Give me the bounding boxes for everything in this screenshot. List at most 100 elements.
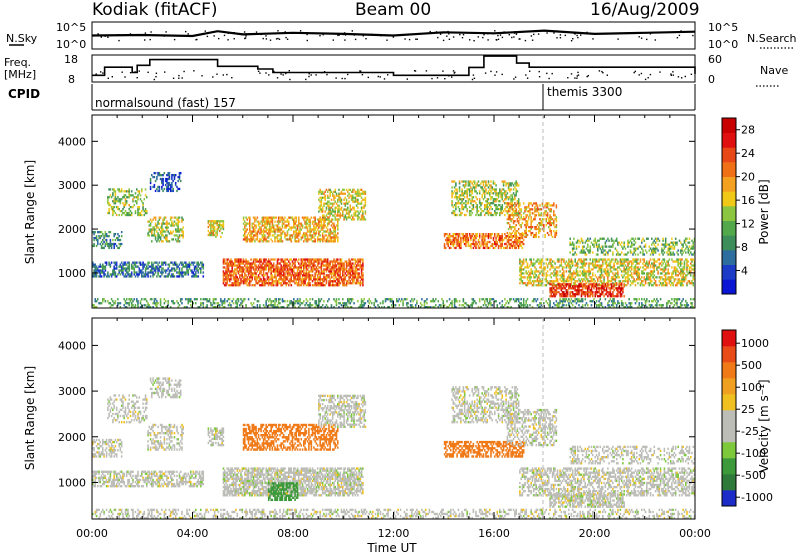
heatmap-cell — [334, 212, 337, 215]
heatmap-cell — [149, 179, 152, 183]
heatmap-cell — [275, 228, 277, 231]
heatmap-cell — [245, 222, 247, 225]
heatmap-cell — [682, 298, 684, 301]
heatmap-cell — [215, 231, 217, 235]
heatmap-cell — [529, 278, 531, 281]
heatmap-cell — [110, 196, 113, 199]
heatmap-cell — [163, 275, 166, 278]
heatmap-cell — [490, 180, 492, 183]
heatmap-cell — [212, 300, 215, 303]
heatmap-cell — [294, 306, 296, 309]
heatmap-cell — [144, 211, 147, 215]
heatmap-cell — [130, 275, 133, 278]
heatmap-cell — [481, 235, 483, 238]
heatmap-cell — [274, 298, 276, 301]
heatmap-cell — [517, 298, 520, 301]
heatmap-cell — [172, 174, 174, 177]
heatmap-cell — [124, 190, 127, 193]
heatmap-cell — [310, 304, 313, 307]
heatmap-cell — [275, 266, 277, 269]
heatmap-cell — [202, 271, 205, 274]
heatmap-cell — [240, 302, 242, 305]
heatmap-cell — [284, 260, 286, 263]
heatmap-cell — [269, 230, 271, 233]
heatmap-cell — [167, 240, 169, 243]
heatmap-cell — [329, 192, 331, 195]
heatmap-cell — [256, 258, 259, 261]
heatmap-cell — [507, 238, 510, 242]
heatmap-cell — [496, 242, 499, 246]
heatmap-cell — [374, 300, 377, 303]
heatmap-cell — [600, 304, 603, 307]
heatmap-cell — [517, 200, 520, 203]
heatmap-cell — [290, 270, 293, 273]
heatmap-cell — [325, 304, 328, 307]
heatmap-cell — [182, 236, 184, 239]
heatmap-cell — [279, 240, 281, 243]
heatmap-cell — [472, 200, 475, 203]
heatmap-cell — [472, 208, 475, 211]
nsky-dot — [446, 35, 448, 37]
heatmap-cell — [486, 198, 489, 201]
heatmap-cell — [364, 302, 367, 305]
heatmap-cell — [331, 226, 334, 229]
heatmap-cell — [128, 302, 130, 305]
heatmap-cell — [291, 234, 294, 237]
heatmap-cell — [223, 300, 226, 303]
heatmap-cell — [604, 306, 607, 309]
heatmap-cell — [496, 192, 499, 195]
heatmap-cell — [367, 300, 369, 303]
heatmap-cell — [272, 304, 275, 307]
heatmap-cell — [334, 264, 337, 267]
heatmap-cell — [138, 261, 141, 264]
heatmap-cell — [504, 213, 506, 217]
heatmap-cell — [296, 236, 299, 239]
heatmap-cell — [337, 204, 339, 207]
heatmap-cell — [345, 268, 348, 271]
heatmap-cell — [506, 300, 509, 303]
heatmap-cell — [230, 262, 232, 265]
heatmap-cell — [212, 222, 215, 225]
heatmap-cell — [324, 194, 326, 197]
heatmap-cell — [207, 220, 210, 223]
heatmap-cell — [668, 300, 671, 303]
heatmap-cell — [264, 222, 266, 225]
heatmap-cell — [506, 244, 509, 248]
nave-dot — [586, 75, 588, 78]
heatmap-cell — [337, 270, 339, 273]
heatmap-cell — [148, 271, 151, 274]
heatmap-cell — [638, 304, 641, 307]
heatmap-cell — [157, 172, 159, 175]
heatmap-cell — [272, 266, 275, 269]
heatmap-cell — [326, 258, 329, 261]
heatmap-cell — [358, 274, 360, 277]
heatmap-cell — [125, 213, 128, 217]
heatmap-cell — [270, 270, 272, 273]
heatmap-cell — [236, 276, 239, 279]
heatmap-cell — [240, 298, 242, 301]
heatmap-cell — [306, 258, 309, 261]
heatmap-cell — [580, 298, 583, 301]
heatmap-cell — [328, 200, 330, 203]
heatmap-cell — [192, 275, 195, 278]
heatmap-cell — [522, 304, 525, 307]
heatmap-cell — [120, 231, 123, 234]
heatmap-cell — [484, 204, 486, 207]
heatmap-cell — [321, 232, 324, 235]
heatmap-cell — [222, 276, 225, 279]
heatmap-cell — [288, 268, 290, 271]
heatmap-cell — [520, 266, 522, 269]
heatmap-cell — [130, 267, 133, 270]
heatmap-cell — [227, 278, 230, 281]
heatmap-cell — [480, 211, 482, 215]
heatmap-cell — [338, 280, 340, 283]
heatmap-cell — [329, 202, 331, 205]
heatmap-cell — [495, 236, 497, 240]
heatmap-cell — [166, 228, 168, 231]
heatmap-cell — [354, 260, 357, 263]
heatmap-cell — [333, 280, 335, 283]
heatmap-cell — [499, 244, 501, 248]
heatmap-cell — [335, 270, 338, 273]
heatmap-cell — [527, 280, 530, 283]
heatmap-cell — [337, 198, 339, 201]
